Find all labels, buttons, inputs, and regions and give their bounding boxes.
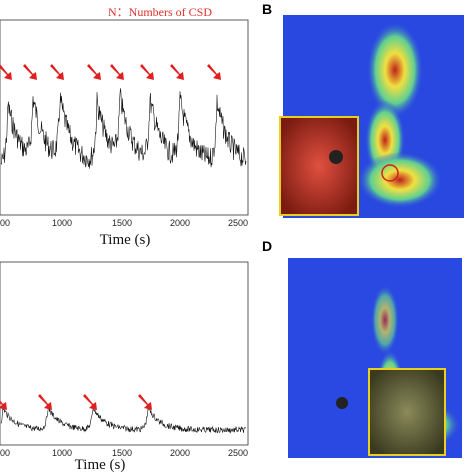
x-tick-label: 1000 [52, 218, 72, 228]
legend-text: N：Numbers of CSD [108, 5, 212, 19]
x-tick-label: 00 [0, 218, 10, 228]
arrow [23, 64, 37, 80]
x-tick-label: 1000 [52, 448, 72, 458]
x-label: Time (s) [100, 232, 151, 248]
arrow [110, 64, 124, 80]
arrow [138, 394, 152, 410]
arrow [87, 64, 101, 80]
marker [381, 164, 399, 182]
arrow [207, 64, 221, 80]
trace [0, 88, 247, 169]
heat-region [367, 22, 423, 118]
plot-frame [0, 261, 249, 446]
arrow [0, 64, 12, 80]
heat-region [371, 285, 399, 355]
trace [0, 405, 247, 434]
x-tick-label: 1500 [112, 218, 132, 228]
x-tick-label: 2500 [228, 218, 248, 228]
inset-photo [368, 368, 446, 456]
arrow [140, 64, 154, 80]
panel-label: D [262, 238, 272, 254]
heat-region [358, 152, 442, 208]
arrow [83, 394, 97, 410]
electrode [329, 150, 343, 164]
arrow [170, 64, 184, 80]
x-tick-label: 2000 [170, 218, 190, 228]
electrode [336, 397, 348, 409]
arrow [38, 394, 52, 410]
arrow [0, 400, 7, 410]
x-label: Time (s) [75, 457, 126, 473]
plot-frame [0, 19, 249, 216]
x-tick-label: 2000 [170, 448, 190, 458]
arrow [50, 64, 64, 80]
inset-photo [279, 116, 359, 216]
x-tick-label: 2500 [228, 448, 248, 458]
panel-label: B [262, 1, 272, 17]
x-tick-label: 00 [0, 448, 10, 458]
x-tick-label: 1500 [112, 448, 132, 458]
